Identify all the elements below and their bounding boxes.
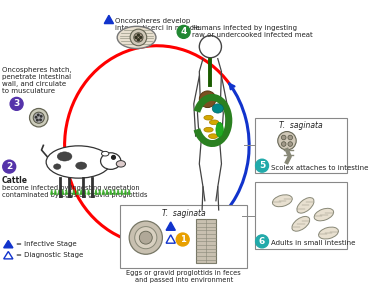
Polygon shape: [69, 190, 71, 194]
Text: Humans infected by ingesting
raw or undercooked infected meat: Humans infected by ingesting raw or unde…: [192, 26, 313, 38]
Text: = Infective Stage: = Infective Stage: [16, 241, 76, 247]
Polygon shape: [110, 190, 112, 194]
Text: 4: 4: [181, 27, 187, 36]
Ellipse shape: [272, 195, 292, 207]
Ellipse shape: [46, 146, 111, 178]
Ellipse shape: [53, 164, 61, 169]
Ellipse shape: [101, 153, 121, 169]
Polygon shape: [77, 190, 78, 194]
Circle shape: [138, 39, 139, 41]
Circle shape: [135, 226, 157, 249]
Text: Eggs or gravid proglottids in feces
and passed into environment: Eggs or gravid proglottids in feces and …: [126, 270, 241, 283]
Ellipse shape: [297, 198, 314, 213]
Ellipse shape: [319, 227, 338, 239]
Circle shape: [135, 37, 137, 38]
Circle shape: [30, 109, 48, 127]
Ellipse shape: [57, 152, 72, 161]
Text: become infected by ingesting vegetation
contaminated by eggs or gravid proglotti: become infected by ingesting vegetation …: [2, 185, 147, 198]
Polygon shape: [117, 190, 119, 194]
Circle shape: [40, 116, 42, 117]
Polygon shape: [104, 15, 114, 24]
Circle shape: [129, 221, 162, 254]
Ellipse shape: [199, 91, 216, 108]
Circle shape: [177, 26, 190, 38]
Ellipse shape: [216, 122, 223, 137]
Polygon shape: [80, 190, 82, 194]
Circle shape: [40, 119, 41, 121]
Text: 1: 1: [180, 235, 186, 244]
Ellipse shape: [116, 160, 125, 167]
Ellipse shape: [101, 152, 109, 156]
Polygon shape: [88, 190, 90, 194]
Circle shape: [38, 114, 39, 116]
Polygon shape: [66, 190, 67, 194]
Circle shape: [140, 37, 142, 38]
Text: T.  saginata: T. saginata: [279, 122, 323, 130]
Polygon shape: [62, 190, 64, 194]
Polygon shape: [128, 190, 130, 194]
Ellipse shape: [210, 120, 219, 124]
Circle shape: [288, 142, 293, 146]
Text: Scolex attaches to intestine: Scolex attaches to intestine: [271, 164, 369, 170]
Polygon shape: [54, 190, 56, 194]
Circle shape: [288, 135, 293, 140]
Ellipse shape: [292, 216, 310, 231]
Ellipse shape: [208, 134, 218, 139]
Ellipse shape: [204, 116, 213, 120]
Bar: [255, 118, 347, 173]
Circle shape: [35, 116, 37, 118]
Bar: [120, 206, 247, 268]
Circle shape: [139, 231, 152, 244]
Text: Cattle: Cattle: [2, 176, 28, 185]
Bar: [195, 219, 216, 263]
Polygon shape: [125, 190, 126, 194]
Text: 6: 6: [259, 237, 265, 246]
Polygon shape: [166, 222, 175, 230]
Text: Adults in small intestine: Adults in small intestine: [271, 240, 355, 246]
Text: Oncospheres hatch,
penetrate intestinal
wall, and circulate
to musculature: Oncospheres hatch, penetrate intestinal …: [2, 67, 72, 94]
Text: 5: 5: [259, 161, 265, 170]
Polygon shape: [99, 190, 101, 194]
Circle shape: [37, 119, 38, 121]
Circle shape: [112, 155, 115, 159]
Circle shape: [138, 34, 139, 36]
Circle shape: [278, 131, 296, 150]
Polygon shape: [121, 190, 123, 194]
Circle shape: [134, 33, 143, 42]
Polygon shape: [4, 240, 13, 248]
Circle shape: [176, 233, 189, 246]
Ellipse shape: [76, 162, 87, 169]
Circle shape: [130, 29, 147, 46]
Text: = Diagnostic Stage: = Diagnostic Stage: [16, 252, 83, 258]
Text: Oncospheres develop
into cysticerci in muscle: Oncospheres develop into cysticerci in m…: [115, 18, 200, 31]
Polygon shape: [114, 190, 115, 194]
Ellipse shape: [204, 128, 213, 132]
Text: 3: 3: [13, 99, 20, 108]
Circle shape: [256, 235, 269, 248]
Circle shape: [282, 142, 286, 146]
Circle shape: [282, 135, 286, 140]
Ellipse shape: [212, 104, 223, 113]
Ellipse shape: [117, 26, 156, 49]
Polygon shape: [106, 190, 108, 194]
Bar: [255, 182, 347, 249]
Circle shape: [10, 98, 23, 110]
Text: 2: 2: [6, 162, 12, 171]
Text: T.  saginata: T. saginata: [162, 209, 205, 218]
Polygon shape: [73, 190, 75, 194]
Polygon shape: [84, 190, 86, 194]
Circle shape: [33, 112, 44, 123]
Polygon shape: [102, 190, 104, 194]
Ellipse shape: [314, 208, 334, 221]
Circle shape: [3, 160, 16, 173]
Polygon shape: [95, 190, 97, 194]
Circle shape: [256, 159, 269, 172]
Polygon shape: [51, 190, 53, 194]
Polygon shape: [58, 190, 60, 194]
Polygon shape: [91, 190, 93, 194]
